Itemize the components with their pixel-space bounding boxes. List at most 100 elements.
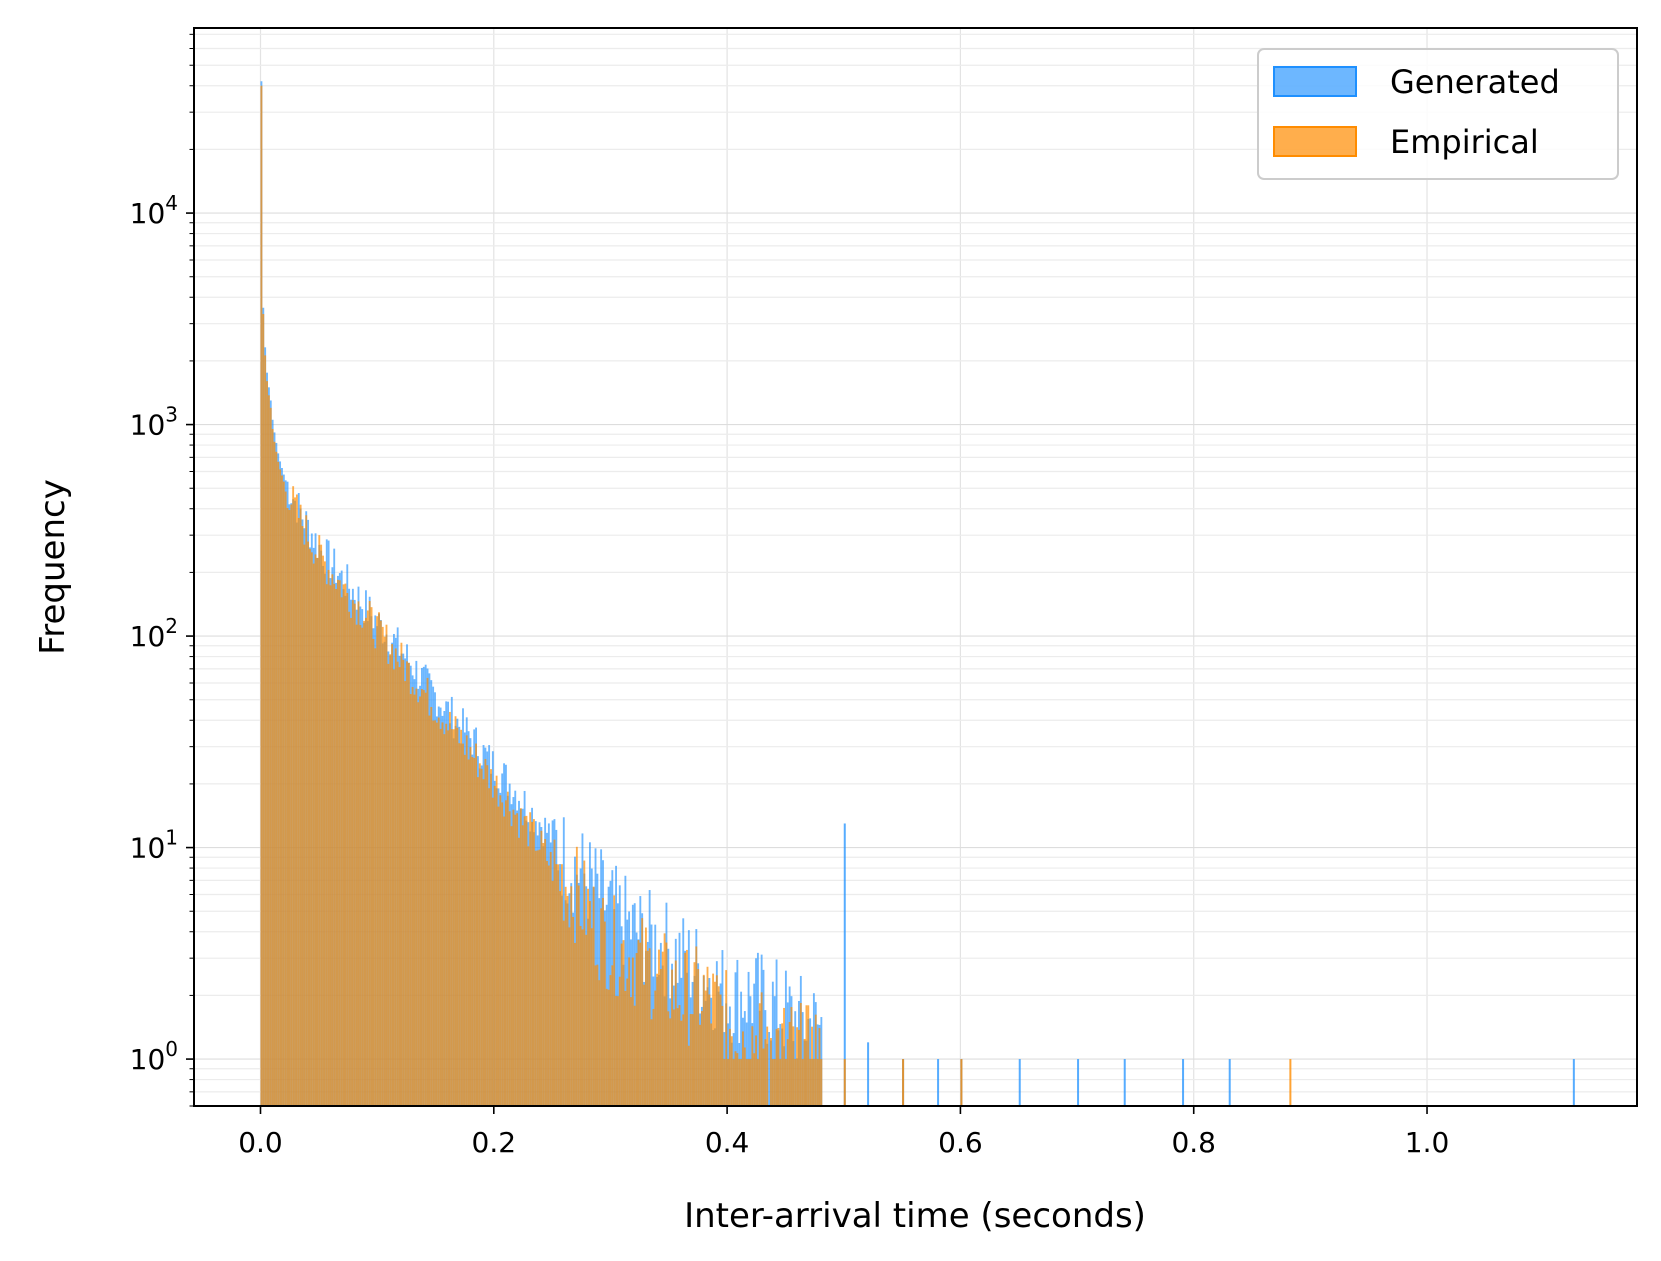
histogram-bar (633, 1005, 636, 1106)
histogram-bar (527, 846, 530, 1106)
histogram-bar (391, 644, 394, 1106)
histogram-bar (603, 921, 606, 1106)
histogram-bar (756, 952, 759, 1106)
histogram-bar (400, 642, 403, 1106)
histogram-bar (587, 888, 589, 1106)
histogram-bar (312, 563, 315, 1106)
histogram-bar (467, 759, 470, 1106)
histogram-bar (805, 1005, 808, 1106)
histogram-bar (689, 1014, 692, 1106)
histogram-bar (658, 949, 660, 1106)
histogram-bar (960, 1059, 963, 1106)
histogram-bar (816, 1059, 819, 1106)
histogram-bar (738, 1059, 741, 1106)
histogram-bar (491, 797, 494, 1106)
histogram-bar (292, 486, 295, 1106)
histogram-bar (781, 1023, 784, 1106)
histogram-bar (758, 1003, 761, 1106)
histogram-bar (337, 579, 339, 1106)
histogram-bar (460, 729, 463, 1106)
histogram-bar (402, 659, 405, 1106)
histogram-bar (523, 816, 526, 1106)
histogram-bar (687, 1045, 690, 1106)
histogram-bar (734, 972, 737, 1106)
histogram-bar (667, 1011, 670, 1106)
histogram-bar (493, 785, 496, 1106)
histogram-bar (381, 626, 384, 1106)
histogram-bar (532, 819, 535, 1106)
histogram-bar (902, 1059, 905, 1106)
histogram-bar (473, 758, 476, 1106)
histogram-bar (1228, 1059, 1231, 1106)
histogram-bar (350, 617, 352, 1106)
histogram-bar (393, 669, 395, 1106)
histogram-bar (333, 583, 336, 1106)
histogram-bar (421, 689, 423, 1106)
histogram-bar (564, 886, 567, 1106)
histogram-bar (450, 729, 453, 1106)
histogram-bar (779, 1059, 782, 1106)
histogram-bar (771, 981, 774, 1106)
histogram-bar (585, 934, 588, 1106)
histogram-bar (641, 918, 644, 1106)
plot-frame (193, 27, 1638, 1107)
histogram-bar (773, 1059, 776, 1106)
histogram-bar (490, 769, 492, 1106)
histogram-bar (297, 517, 300, 1106)
histogram-bar (387, 663, 390, 1106)
histogram-bar (540, 830, 543, 1106)
histogram-bar (665, 942, 668, 1106)
histogram-bar (499, 795, 502, 1106)
histogram-bar (727, 1059, 729, 1106)
histogram-bar (398, 667, 401, 1106)
histogram-bar (616, 996, 619, 1106)
histogram-bar (762, 969, 765, 1106)
histogram-bar (643, 984, 645, 1106)
histogram-bar (376, 616, 379, 1106)
histogram-bar (353, 603, 356, 1106)
histogram-bar (357, 601, 360, 1106)
x-tick-label: 0.4 (705, 1126, 750, 1159)
histogram-bar (581, 929, 584, 1106)
histogram-bar (366, 610, 369, 1106)
histogram-bar (725, 970, 728, 1106)
histogram-bar (262, 314, 265, 1106)
histogram-bar (301, 526, 304, 1106)
histogram-bar (867, 1042, 870, 1106)
histogram-bar (359, 625, 362, 1106)
histogram-bar (559, 891, 561, 1106)
histogram-bar (290, 504, 293, 1107)
histogram-bar (777, 1027, 780, 1106)
histogram-bar (794, 1059, 797, 1106)
histogram-bar (452, 729, 455, 1106)
histogram-bar (590, 928, 593, 1106)
histogram-bar (310, 552, 313, 1106)
histogram-bar (697, 969, 700, 1106)
histogram-bar (404, 681, 407, 1106)
histogram-bar (766, 1026, 769, 1106)
histogram-bar (516, 813, 519, 1106)
histogram-bar (583, 860, 586, 1106)
histogram-bar (588, 901, 591, 1106)
histogram-bar (383, 636, 386, 1106)
legend-label-generated: Generated (1390, 63, 1560, 101)
histogram-bar (743, 1047, 746, 1106)
histogram-bar (521, 825, 524, 1106)
histogram-bar (281, 475, 283, 1106)
histogram-bar (462, 743, 464, 1106)
histogram-bar (843, 1059, 846, 1106)
histogram-bar (753, 1053, 756, 1106)
histogram-bar (710, 1023, 713, 1106)
histogram-bar (807, 1005, 810, 1106)
histogram-bar (508, 811, 511, 1106)
histogram-bar (560, 864, 563, 1106)
histogram-bar (428, 715, 431, 1106)
histogram-bar (282, 481, 285, 1106)
histogram-bar (430, 707, 433, 1106)
histogram-bar (812, 993, 815, 1106)
histogram-bar (631, 957, 634, 1106)
histogram-bar (715, 975, 718, 1106)
histogram-bar (295, 494, 298, 1107)
histogram-bar (605, 988, 608, 1106)
histogram-bar (379, 620, 382, 1106)
